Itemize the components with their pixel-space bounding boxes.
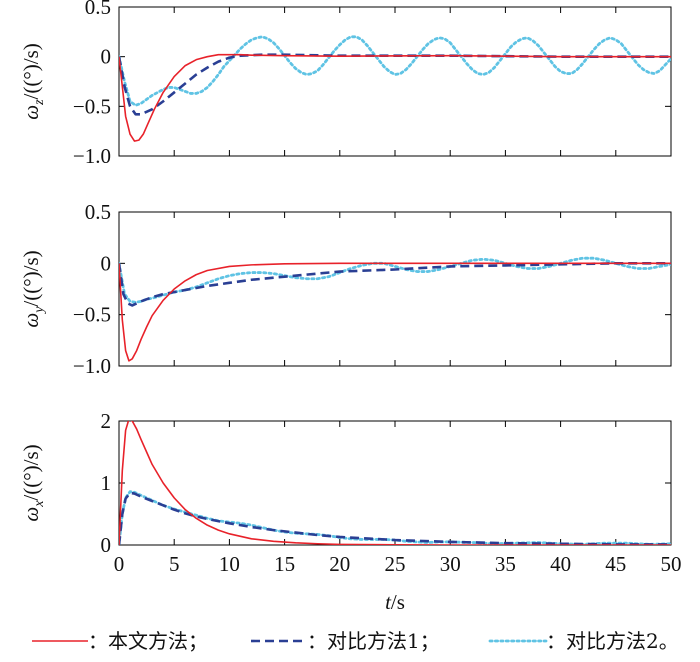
- y-tick-label: 0: [101, 251, 112, 275]
- x-tick-label: 0: [114, 552, 125, 576]
- y-tick-label: 0: [101, 533, 112, 557]
- y-tick-label: 1: [101, 471, 112, 495]
- y-axis-label-symbol: ω: [19, 105, 43, 120]
- x-tick-label: 15: [274, 552, 295, 576]
- x-tick-label: 45: [605, 552, 626, 576]
- y-tick-label: 2: [101, 409, 112, 433]
- y-axis-label-symbol: ω: [19, 507, 43, 522]
- series-line-dashed: [119, 491, 671, 545]
- series-line-dashed: [119, 53, 671, 116]
- y-tick-label: −0.5: [73, 94, 111, 118]
- legend: ：本文方法； ：对比方法1； ：对比方法2。: [32, 629, 679, 653]
- x-tick-label: 50: [661, 552, 682, 576]
- series-line-dashed: [119, 262, 671, 307]
- plot-frame: [118, 420, 672, 546]
- x-tick-label: 30: [440, 552, 461, 576]
- x-tick-label: 10: [219, 552, 240, 576]
- x-tick-label: 40: [550, 552, 571, 576]
- series-line-solid: [119, 421, 671, 545]
- plot-frame: [118, 211, 672, 367]
- panel-2: −1.0 −0.5 0 0.5 ωy/((°)/s): [19, 200, 672, 378]
- x-axis-label: t/s: [385, 590, 405, 614]
- y-tick-label: −1.0: [73, 144, 111, 168]
- y-tick-label: 0: [101, 45, 112, 69]
- y-axis-label-subscript: z: [32, 99, 47, 106]
- y-tick-label: −0.5: [73, 303, 111, 327]
- plot-frame: [118, 6, 672, 157]
- y-axis-label-subscript: x: [32, 500, 47, 508]
- y-axis-label-subscript: y: [32, 306, 47, 315]
- x-tick-label: 35: [495, 552, 516, 576]
- y-tick-label: 0.5: [85, 200, 111, 224]
- legend-label: ：对比方法2。: [546, 629, 679, 653]
- y-axis-label-symbol: ω: [19, 313, 43, 328]
- y-tick-label: 0.5: [85, 0, 111, 19]
- y-axis-label-unit: /((°)/s): [19, 43, 43, 99]
- y-axis-label: ωz/((°)/s): [19, 43, 47, 120]
- panel-1: −1.0 −0.5 0 0.5 ωz/((°)/s): [19, 0, 672, 168]
- y-axis-label: ωy/((°)/s): [19, 250, 47, 327]
- y-axis-label-unit: /((°)/s): [19, 444, 43, 500]
- x-axis-label-unit: /s: [391, 590, 405, 614]
- x-axis-label-symbol: t: [385, 590, 392, 614]
- y-axis-label-unit: /((°)/s): [19, 250, 43, 306]
- x-tick-label: 20: [329, 552, 350, 576]
- y-tick-label: −1.0: [73, 354, 111, 378]
- x-tick-label: 25: [385, 552, 406, 576]
- x-tick-label: 5: [169, 552, 180, 576]
- legend-label: ：对比方法1；: [307, 629, 440, 653]
- series-line-dotted: [119, 35, 671, 107]
- y-axis-label: ωx/((°)/s): [19, 444, 47, 521]
- series-line-solid: [119, 53, 671, 142]
- legend-label: ：本文方法；: [88, 629, 208, 653]
- series-line-solid: [119, 262, 671, 362]
